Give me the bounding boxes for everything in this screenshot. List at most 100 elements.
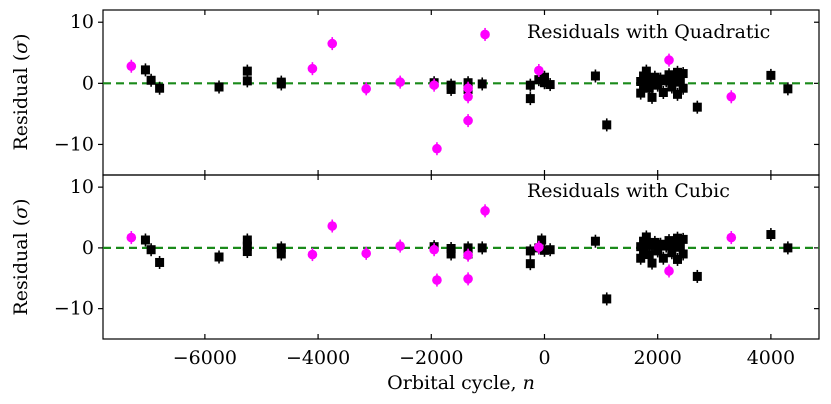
- data-point-square: [766, 68, 776, 82]
- data-point-square: [656, 237, 666, 251]
- y-tick-label: 10: [70, 11, 94, 33]
- data-point-square: [525, 78, 535, 92]
- data-point-square: [140, 233, 150, 247]
- data-point-circle: [463, 272, 473, 286]
- y-label-text: Residual (: [10, 219, 32, 316]
- y-label-close: ): [10, 198, 32, 205]
- panel-quadratic-data-points: [126, 27, 793, 156]
- data-point-circle: [432, 273, 442, 287]
- data-point-square: [477, 241, 487, 255]
- data-point-circle: [463, 114, 473, 128]
- panel-cubic: 10 0 −10 −6000 −4000 −2000 0 2000 4000 Residual…: [10, 174, 820, 394]
- y-tick-label: 0: [82, 72, 94, 94]
- panel-quadratic-y-axis-label: Residual (σ): [10, 33, 32, 150]
- panel-cubic-data-points: [126, 204, 793, 306]
- data-point-square: [647, 256, 657, 270]
- y-label-sigma: σ: [10, 40, 32, 54]
- data-point-square: [672, 87, 682, 101]
- data-point-circle: [726, 231, 737, 245]
- data-point-square: [678, 232, 688, 246]
- data-point-square: [766, 228, 776, 242]
- data-point-circle: [395, 239, 405, 253]
- data-point-square: [590, 234, 600, 248]
- data-point-square: [692, 100, 702, 114]
- data-point-square: [602, 118, 612, 132]
- data-point-square: [672, 231, 682, 245]
- data-point-square: [155, 81, 165, 95]
- x-axis-label: Orbital cycle, n: [387, 372, 535, 394]
- panel-cubic-annotation: Residuals with Cubic: [527, 180, 730, 202]
- x-label-n: n: [523, 372, 535, 394]
- data-point-square: [545, 243, 555, 257]
- y-tick-label: −10: [54, 133, 94, 155]
- data-point-square: [539, 243, 549, 257]
- y-tick-label: 0: [82, 237, 94, 259]
- data-point-square: [146, 73, 156, 87]
- data-point-square: [664, 234, 674, 248]
- data-point-circle: [429, 243, 439, 257]
- data-point-square: [647, 90, 657, 104]
- data-point-square: [678, 247, 688, 261]
- data-point-circle: [432, 142, 442, 156]
- data-point-square: [525, 257, 535, 271]
- data-point-square: [672, 65, 682, 79]
- data-point-circle: [480, 27, 490, 41]
- data-point-circle: [361, 82, 371, 96]
- data-point-circle: [327, 37, 338, 51]
- y-label-close: ): [10, 33, 32, 40]
- data-point-square: [146, 243, 156, 257]
- data-point-square: [446, 247, 456, 261]
- data-point-square: [664, 68, 674, 82]
- data-point-circle: [429, 78, 439, 92]
- data-point-circle: [463, 248, 473, 262]
- data-point-square: [242, 245, 252, 259]
- panel-cubic-frame: [102, 174, 820, 340]
- panel-quadratic-y-ticks: 10 0 −10: [54, 10, 819, 175]
- data-point-square: [214, 250, 224, 264]
- data-point-circle: [463, 90, 473, 104]
- data-point-square: [692, 269, 702, 283]
- x-tick-label: 4000: [747, 347, 795, 369]
- data-point-square: [140, 63, 150, 77]
- data-point-square: [214, 80, 224, 94]
- data-point-square: [525, 244, 535, 258]
- data-point-square: [672, 252, 682, 266]
- data-point-circle: [126, 231, 137, 245]
- data-point-square: [545, 78, 555, 92]
- x-tick-label: −4000: [286, 347, 350, 369]
- panel-cubic-y-ticks: 10 0 −10: [54, 175, 819, 339]
- x-tick-label: −2000: [399, 347, 463, 369]
- data-point-square: [590, 69, 600, 83]
- data-point-circle: [126, 59, 137, 73]
- data-point-square: [783, 82, 793, 96]
- data-point-circle: [664, 53, 674, 67]
- data-point-circle: [395, 75, 405, 89]
- data-point-square: [276, 77, 286, 91]
- data-point-circle: [307, 62, 318, 76]
- x-tick-label: 2000: [634, 347, 682, 369]
- data-point-square: [658, 86, 668, 99]
- data-point-square: [602, 292, 612, 306]
- panel-cubic-x-ticks: −6000 −4000 −2000 0 2000 4000: [173, 347, 795, 369]
- x-tick-label: 0: [538, 347, 550, 369]
- data-point-circle: [361, 246, 371, 260]
- panel-quadratic-annotation: Residuals with Quadratic: [527, 21, 770, 43]
- data-point-square: [783, 241, 793, 255]
- x-label-text: Orbital cycle,: [387, 372, 522, 394]
- panel-quadratic: 10 0 −10 Residuals with Quadratic Residual…: [10, 9, 820, 176]
- data-point-square: [678, 81, 688, 95]
- data-point-circle: [534, 240, 544, 254]
- data-point-square: [155, 255, 165, 269]
- data-point-circle: [726, 90, 737, 104]
- data-point-square: [641, 237, 651, 251]
- x-tick-label: −6000: [173, 347, 237, 369]
- data-point-square: [525, 92, 535, 106]
- data-point-square: [539, 76, 549, 90]
- data-point-circle: [307, 248, 318, 262]
- data-point-square: [656, 72, 666, 86]
- data-point-circle: [480, 204, 490, 218]
- panel-cubic-y-axis-label: Residual (σ): [10, 198, 32, 315]
- data-point-square: [446, 82, 456, 96]
- data-point-square: [477, 77, 487, 91]
